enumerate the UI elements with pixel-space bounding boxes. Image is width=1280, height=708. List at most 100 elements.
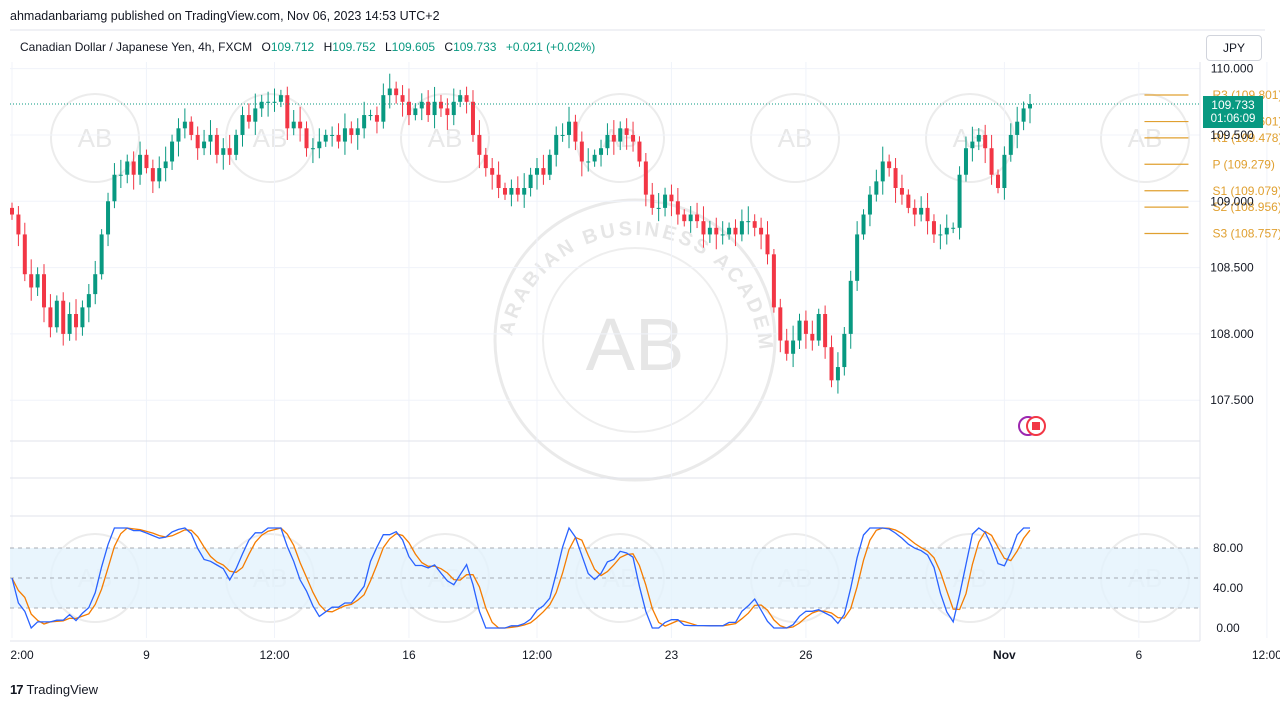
candle-body — [240, 115, 245, 135]
candle-body — [477, 134, 482, 155]
candle-body — [554, 134, 559, 155]
candle-body — [739, 221, 744, 235]
candle-body — [470, 101, 475, 135]
candle-body — [368, 115, 373, 117]
last-price-tag: 109.733 01:06:09 — [1203, 96, 1263, 128]
candle-body — [272, 101, 277, 103]
candle-body — [567, 121, 572, 135]
stochastic-d-line — [11, 527, 1031, 629]
candle-body — [970, 141, 975, 149]
candle-body — [605, 134, 610, 149]
candle-body — [579, 141, 584, 162]
time-tick-label: 6 — [1135, 648, 1142, 662]
candle-body — [342, 128, 347, 142]
candle-body — [74, 314, 79, 328]
y-axis[interactable]: 110.000 109.500 109.000 108.500 108.000 107.5… — [1210, 62, 1254, 408]
price-tick-label: 108.000 — [1210, 327, 1254, 341]
watermark-monogram-large: AB — [586, 303, 685, 386]
candle-body — [656, 207, 661, 209]
candle-body — [61, 300, 66, 334]
stochastic-axis[interactable]: 80.00 40.00 0.00 — [1213, 541, 1243, 635]
event-flag-icon[interactable] — [1018, 416, 1046, 436]
candle-body — [1008, 134, 1013, 155]
candle-body — [1021, 108, 1026, 122]
candle-body — [80, 307, 85, 328]
x-axis[interactable]: 2:00 9 12:00 16 12:00 23 26 Nov 6 12:00 — [10, 648, 1280, 662]
candle-body — [989, 148, 994, 175]
candle-body — [349, 128, 354, 135]
candle-body — [1028, 104, 1032, 109]
candle-body — [67, 314, 72, 334]
candle-body — [394, 88, 399, 96]
price-tick-label: 107.500 — [1210, 393, 1254, 407]
candle-body — [746, 221, 751, 223]
candle-body — [733, 227, 738, 235]
candle-body — [413, 108, 418, 116]
candle-body — [861, 214, 866, 235]
time-tick-label: 23 — [665, 648, 679, 662]
candle-body — [426, 101, 431, 116]
candle-body — [304, 128, 309, 149]
candle-body — [759, 227, 764, 235]
candle-body — [189, 121, 194, 135]
candle-body — [451, 101, 456, 116]
candle-body — [727, 227, 732, 235]
candle-body — [227, 148, 232, 155]
candle-body — [355, 128, 360, 135]
candle-body — [963, 148, 968, 175]
candle-body — [93, 274, 98, 295]
candle-body — [586, 161, 591, 163]
candle-body — [387, 88, 392, 96]
candle-body — [803, 320, 808, 334]
candle-body — [144, 154, 149, 169]
candle-body — [611, 134, 616, 142]
candle-body — [502, 188, 507, 195]
watermark-seal — [225, 93, 315, 183]
candle-body — [106, 201, 111, 235]
candle-body — [29, 274, 34, 288]
change-value: +0.021 (+0.02%) — [505, 40, 596, 54]
watermark-monogram: AB — [78, 123, 113, 153]
candle-body — [131, 161, 136, 175]
tradingview-logo[interactable]: 17 TradingView — [10, 682, 98, 697]
candle-body — [246, 115, 251, 122]
candle-body — [182, 121, 187, 129]
time-tick-label: 9 — [143, 648, 150, 662]
currency-button[interactable]: JPY — [1206, 35, 1262, 61]
candle-body — [1002, 154, 1007, 188]
watermark-layer: ABABABABABABABABABABABABABABABARABIAN BU… — [0, 0, 1190, 623]
candle-body — [291, 121, 296, 129]
low-value: 109.605 — [391, 40, 436, 54]
candle-body — [771, 254, 776, 308]
candle-body — [855, 234, 860, 281]
candle-body — [560, 134, 565, 136]
pivot-label-p: P (109.279) — [1212, 157, 1275, 171]
watermark-seal — [400, 93, 490, 183]
open-label: O — [261, 40, 271, 54]
pivot-label-r1: R1 (109.478) — [1212, 131, 1280, 145]
watermark-seal — [750, 93, 840, 183]
watermark-seal — [925, 93, 1015, 183]
candle-body — [778, 307, 783, 341]
symbol-legend[interactable]: Canadian Dollar / Japanese Yen, 4h, FXCM… — [20, 40, 595, 54]
candle-body — [592, 154, 597, 162]
candle-body — [163, 161, 168, 169]
candle-body — [599, 148, 604, 155]
candle-body — [150, 168, 155, 182]
close-label: C — [444, 40, 454, 54]
candle-body — [317, 141, 322, 149]
price-tick-label: 109.000 — [1210, 194, 1254, 208]
candles — [10, 73, 1200, 394]
candle-body — [112, 174, 117, 202]
open-value: 109.712 — [270, 40, 315, 54]
time-tick-label: 12:00 — [522, 648, 552, 662]
candle-body — [298, 121, 303, 129]
candle-body — [458, 95, 463, 102]
candle-body — [266, 101, 271, 103]
price-tick-label: 109.500 — [1210, 128, 1254, 142]
candle-body — [208, 134, 213, 142]
candle-body — [848, 280, 853, 334]
candle-body — [42, 274, 47, 308]
stochastic-lines — [11, 526, 1031, 630]
